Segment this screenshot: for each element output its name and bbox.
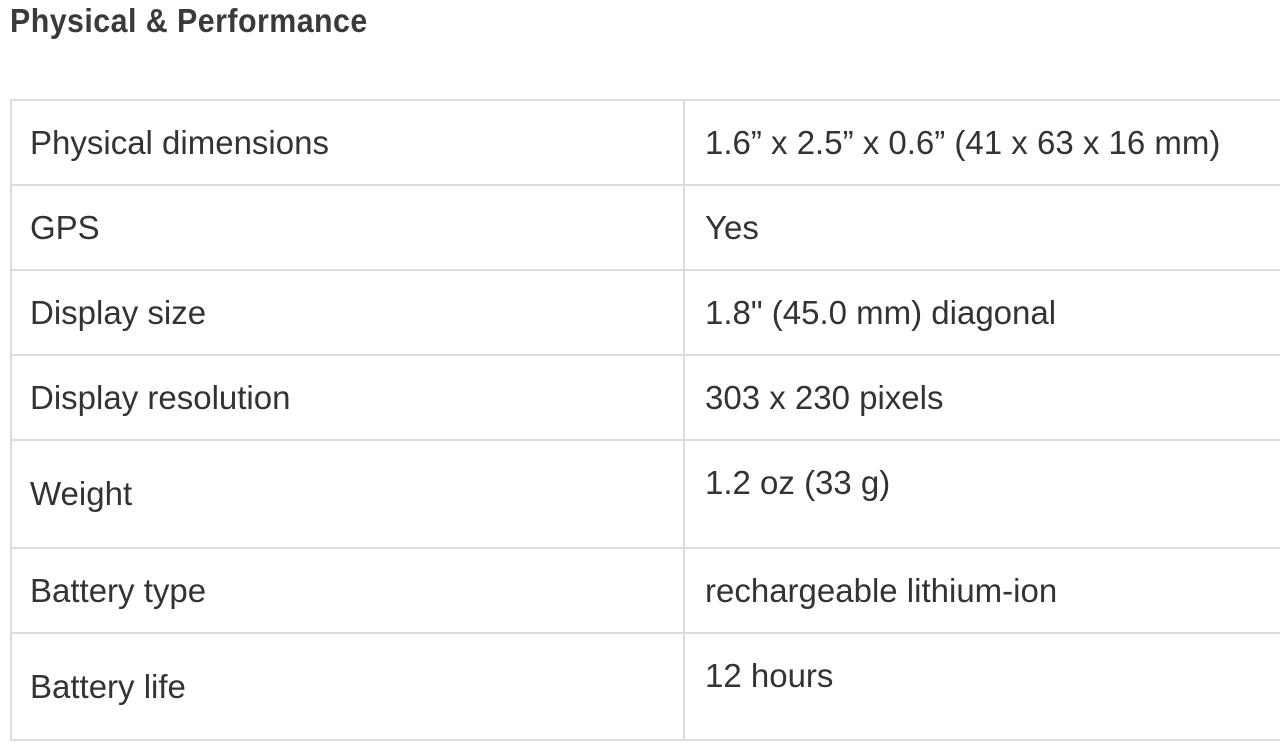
table-row: Display resolution 303 x 230 pixels [12,356,1280,441]
spec-label: Physical dimensions [12,101,685,184]
spec-table: Physical dimensions 1.6” x 2.5” x 0.6” (4… [10,99,1280,741]
table-row: Display size 1.8" (45.0 mm) diagonal [12,271,1280,356]
table-row: GPS Yes [12,186,1280,271]
spec-value: rechargeable lithium-ion [705,571,1058,609]
table-row: Battery type rechargeable lithium-ion [12,549,1280,634]
table-row: Physical dimensions 1.6” x 2.5” x 0.6” (4… [12,101,1280,186]
spec-label: Battery life [12,634,685,739]
spec-label: Display size [12,271,685,354]
table-row: Battery life 12 hours [12,634,1280,741]
spec-value: 1.2 oz (33 g) [705,464,891,501]
spec-label: GPS [12,186,685,269]
spec-label: Display resolution [12,356,685,439]
table-row: Weight 1.2 oz (33 g) [12,441,1280,549]
spec-label: Battery type [12,549,685,632]
section-title: Physical & Performance [10,2,368,39]
spec-value: Yes [705,208,759,246]
spec-value: 12 hours [705,656,834,694]
spec-value: 303 x 230 pixels [705,378,944,416]
spec-value: 1.8" (45.0 mm) diagonal [705,293,1057,331]
spec-label: Weight [12,441,685,547]
spec-value: 1.6” x 2.5” x 0.6” (41 x 63 x 16 mm) [705,123,1221,161]
